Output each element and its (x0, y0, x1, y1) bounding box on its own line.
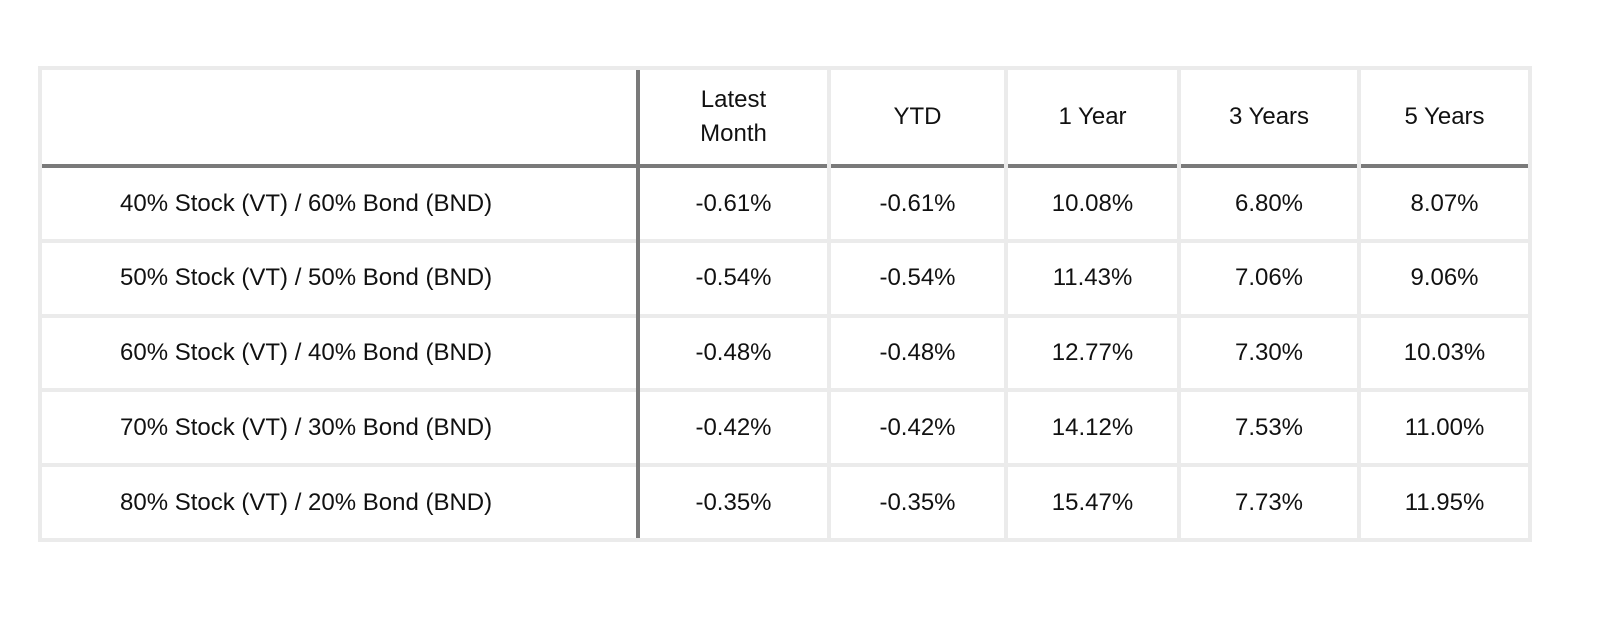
cell-3-years: 7.73% (1177, 463, 1359, 538)
cell-5-years: 10.03% (1357, 313, 1528, 391)
cell-ytd: -0.42% (827, 388, 1006, 466)
header-row: Latest Month YTD 1 Year 3 Years 5 Years (42, 70, 1528, 166)
header-cell-1-year: 1 Year (1004, 70, 1179, 166)
row-label: 50% Stock (VT) / 50% Bond (BND) (42, 238, 638, 316)
header-cell-ytd: YTD (827, 70, 1006, 166)
cell-latest-month: -0.54% (636, 238, 829, 316)
cell-5-years: 9.06% (1357, 238, 1528, 316)
cell-3-years: 7.30% (1177, 313, 1359, 391)
table-row: 50% Stock (VT) / 50% Bond (BND) -0.54% -… (42, 238, 1528, 316)
table-body: 40% Stock (VT) / 60% Bond (BND) -0.61% -… (42, 166, 1528, 538)
cell-5-years: 11.95% (1357, 463, 1528, 538)
header-cell-blank (42, 70, 638, 166)
row-label: 60% Stock (VT) / 40% Bond (BND) (42, 313, 638, 391)
performance-table-container: Latest Month YTD 1 Year 3 Years 5 Years … (38, 66, 1532, 542)
table-row: 70% Stock (VT) / 30% Bond (BND) -0.42% -… (42, 388, 1528, 466)
header-cell-3-years: 3 Years (1177, 70, 1359, 166)
cell-5-years: 11.00% (1357, 388, 1528, 466)
cell-latest-month: -0.35% (636, 463, 829, 538)
header-cell-latest-month: Latest Month (636, 70, 829, 166)
header-cell-5-years: 5 Years (1357, 70, 1528, 166)
cell-1-year: 10.08% (1004, 166, 1179, 241)
cell-3-years: 6.80% (1177, 166, 1359, 241)
cell-1-year: 11.43% (1004, 238, 1179, 316)
cell-3-years: 7.53% (1177, 388, 1359, 466)
row-label: 70% Stock (VT) / 30% Bond (BND) (42, 388, 638, 466)
table-row: 40% Stock (VT) / 60% Bond (BND) -0.61% -… (42, 166, 1528, 241)
row-label: 40% Stock (VT) / 60% Bond (BND) (120, 189, 493, 217)
cell-1-year: 15.47% (1004, 463, 1179, 538)
cell-latest-month: -0.48% (636, 313, 829, 391)
cell-ytd: -0.48% (827, 313, 1006, 391)
cell-ytd: -0.35% (827, 463, 1006, 538)
cell-latest-month: -0.42% (636, 388, 829, 466)
table-row: 60% Stock (VT) / 40% Bond (BND) -0.48% -… (42, 313, 1528, 391)
table-row: 80% Stock (VT) / 20% Bond (BND) -0.35% -… (42, 463, 1528, 538)
cell-ytd: -0.61% (827, 166, 1006, 241)
cell-latest-month: -0.61% (636, 166, 829, 241)
cell-5-years: 8.07% (1357, 166, 1528, 241)
cell-1-year: 14.12% (1004, 388, 1179, 466)
cell-1-year: 12.77% (1004, 313, 1179, 391)
row-label: 80% Stock (VT) / 20% Bond (BND) (42, 463, 638, 538)
cell-ytd: -0.54% (827, 238, 1006, 316)
table-header: Latest Month YTD 1 Year 3 Years 5 Years (42, 70, 1528, 166)
performance-table: Latest Month YTD 1 Year 3 Years 5 Years … (42, 70, 1528, 538)
cell-3-years: 7.06% (1177, 238, 1359, 316)
